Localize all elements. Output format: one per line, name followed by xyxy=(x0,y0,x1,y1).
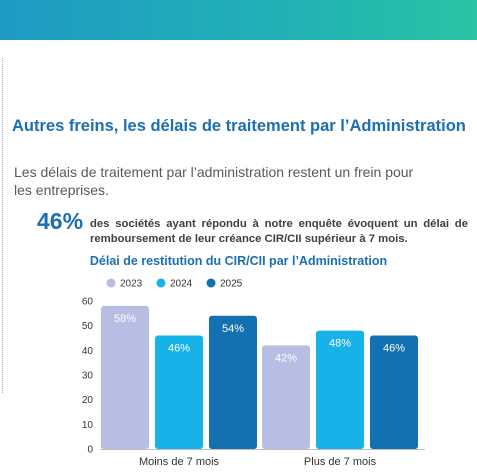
bar-data-label: 42% xyxy=(275,352,297,364)
y-tick-label: 40 xyxy=(82,346,94,357)
bar-2025-1 xyxy=(209,315,257,449)
bar-data-label: 48% xyxy=(329,338,351,350)
legend-marker-2023 xyxy=(106,278,116,288)
bar-data-label: 46% xyxy=(383,343,405,355)
bar-2023-1 xyxy=(101,305,149,449)
y-tick-label: 30 xyxy=(82,371,94,382)
bar-data-label: 58% xyxy=(114,313,136,325)
y-tick-label: 50 xyxy=(82,321,94,332)
legend-marker-2025 xyxy=(206,278,216,288)
y-tick-label: 10 xyxy=(82,420,94,431)
left-dotted-rule xyxy=(2,58,3,393)
bar-data-label: 46% xyxy=(168,343,190,355)
bar-2025-2 xyxy=(370,335,418,449)
bar-2024-1 xyxy=(155,335,203,449)
stat-text: des sociétés ayant répondu à notre enquê… xyxy=(90,218,468,245)
x-category-label: Plus de 7 mois xyxy=(304,456,377,468)
header-banner xyxy=(0,0,477,40)
y-tick-label: 20 xyxy=(82,395,94,406)
stat-value: 46% xyxy=(37,208,84,234)
bar-data-label: 54% xyxy=(222,323,244,335)
y-tick-label: 60 xyxy=(82,297,94,308)
x-category-label: Moins de 7 mois xyxy=(139,456,220,468)
legend-label: 2025 xyxy=(220,279,243,290)
intro-text: Les délais de traitement par l’administr… xyxy=(14,164,414,198)
legend-label: 2024 xyxy=(170,279,193,290)
legend-label: 2023 xyxy=(120,279,143,290)
legend-marker-2024 xyxy=(156,278,166,288)
bar-2024-2 xyxy=(316,330,364,449)
bar-2023-2 xyxy=(262,345,310,449)
chart-title: Délai de restitution du CIR/CII par l’Ad… xyxy=(89,254,388,268)
page-title: Autres freins, les délais de traitement … xyxy=(12,117,466,135)
y-tick-label: 0 xyxy=(87,445,93,456)
